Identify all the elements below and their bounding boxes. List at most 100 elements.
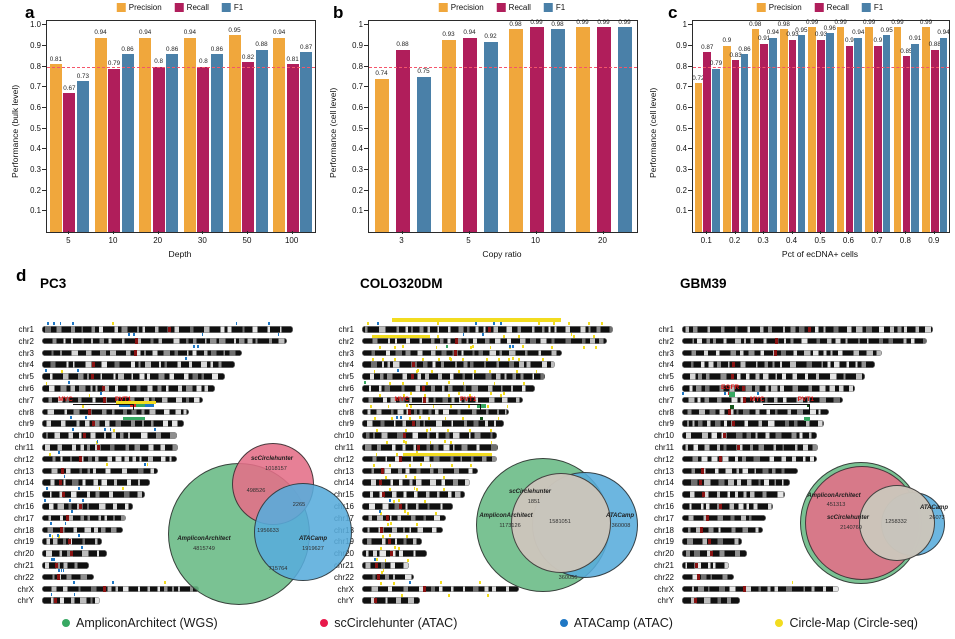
y-tick-mark (364, 106, 368, 108)
chromosome-track (682, 573, 734, 581)
below-yellow-tick (407, 511, 410, 515)
bar-precision (508, 29, 523, 232)
y-tick-label: 0.3 (676, 164, 687, 174)
above-blue-tick (51, 557, 54, 561)
chromosome-row: chrY (2, 592, 320, 607)
bar-precision (49, 64, 62, 232)
chromosome-track (362, 463, 479, 480)
below-yellow-tick (517, 358, 520, 362)
below-yellow-tick (113, 428, 115, 433)
y-tick-label: 0.3 (352, 164, 363, 174)
centromere-band (390, 550, 394, 557)
y-tick-mark (688, 106, 692, 108)
chromosome-row: chr7 EGFR (642, 384, 954, 410)
below-yellow-tick (423, 499, 426, 503)
venn-count: 4815749 (193, 546, 215, 552)
chromosome-row: chr6 (642, 383, 954, 395)
y-tick-label: 1 (358, 20, 363, 30)
above-yellow-tick (429, 427, 432, 431)
bar-value-label: 0.67 (63, 84, 76, 92)
chromosome-ideogram (362, 573, 414, 581)
bar-f1 (740, 54, 749, 232)
bar-precision (694, 83, 703, 232)
above-yellow-tick (553, 321, 555, 325)
above-yellow-tick (568, 321, 570, 325)
below-yellow-tick (414, 476, 417, 480)
chromosome-label: chr21 (13, 561, 34, 570)
below-yellow-tick (595, 346, 597, 350)
centromere-band (731, 373, 735, 380)
centromere-band (722, 432, 726, 439)
chromosome-row: chr10 (642, 430, 954, 442)
centromere-band (82, 432, 86, 439)
above-yellow-tick (410, 392, 412, 396)
above-yellow-tick (450, 404, 453, 408)
y-tick-mark (42, 65, 46, 67)
chromosome-label: chrY (17, 596, 34, 606)
y-tick-mark (364, 127, 368, 129)
chromosome-track (682, 479, 791, 486)
bar-recall (731, 60, 740, 232)
centromere-band (399, 503, 403, 509)
amplicon-region-red (727, 392, 730, 396)
centromere-band (706, 515, 710, 521)
chromosome-track (682, 538, 742, 545)
bar-value-label: 0.98 (749, 20, 762, 28)
above-yellow-tick (406, 404, 409, 408)
chromosome-ideogram (682, 444, 819, 451)
threshold-line (47, 66, 315, 68)
bar-value-label: 0.99 (806, 18, 819, 26)
above-yellow-tick (521, 345, 524, 349)
venn-circle-2 (254, 483, 352, 581)
below-yellow-tick (45, 381, 48, 385)
chromosome-track (42, 345, 242, 357)
chromosome-row: chr12 (642, 454, 954, 466)
above-blue-tick (396, 368, 399, 372)
venn-count: 360056 (558, 575, 578, 581)
bar-recall (596, 27, 611, 232)
chromosome-row: chr5 (2, 368, 320, 385)
below-yellow-tick (467, 405, 470, 409)
centromere-band (91, 373, 95, 380)
bar-value-label: 0.92 (484, 33, 497, 41)
below-yellow-tick (462, 381, 465, 385)
chromosome-ideogram (682, 432, 818, 439)
below-yellow-tick (468, 428, 471, 433)
venn-count: 1919627 (302, 546, 324, 552)
chromosome-track (42, 427, 178, 444)
chromosome-label: chr21 (333, 561, 354, 570)
above-yellow-tick (458, 392, 461, 396)
bar-precision (575, 27, 590, 232)
amplicon-region-dark_green (730, 405, 735, 410)
above-blue-tick (47, 321, 49, 325)
above-blue-tick (76, 368, 79, 372)
chromosome-row: chr5 (642, 371, 954, 383)
chromosome-row: chrY (642, 595, 954, 607)
bar-f1 (300, 52, 313, 232)
chromosome-row: chrX (2, 581, 320, 596)
chromosome-row: chr4 (322, 356, 640, 374)
x-axis-label: Pct of ecDNA+ cells (781, 249, 859, 259)
legend-label-f1: F1 (233, 3, 244, 12)
above-blue-tick (144, 463, 146, 467)
legend-item-atacamp: ATACamp (ATAC) (559, 616, 673, 630)
chromosome-track (42, 333, 288, 345)
chromosome-track (362, 569, 414, 586)
legend-swatch-recall (174, 3, 184, 12)
x-tick-mark (113, 231, 114, 234)
centromere-band (54, 597, 58, 604)
chromosome-row: chrX (642, 581, 954, 596)
above-yellow-tick (402, 439, 405, 443)
legend-swatch-precision (438, 3, 448, 12)
bar-value-label: 0.99 (862, 18, 876, 26)
x-tick-mark (848, 231, 850, 234)
below-yellow-tick (384, 558, 387, 562)
y-axis-label: Performance (cell level) (328, 88, 338, 179)
chromosome-label: chr2 (658, 336, 674, 346)
below-yellow-tick (385, 476, 388, 480)
below-yellow-tick (371, 358, 374, 362)
below-yellow-tick (425, 381, 428, 385)
bar-value-label: 0.75 (417, 68, 430, 76)
centromere-band (103, 397, 107, 403)
below-yellow-tick (373, 417, 376, 421)
